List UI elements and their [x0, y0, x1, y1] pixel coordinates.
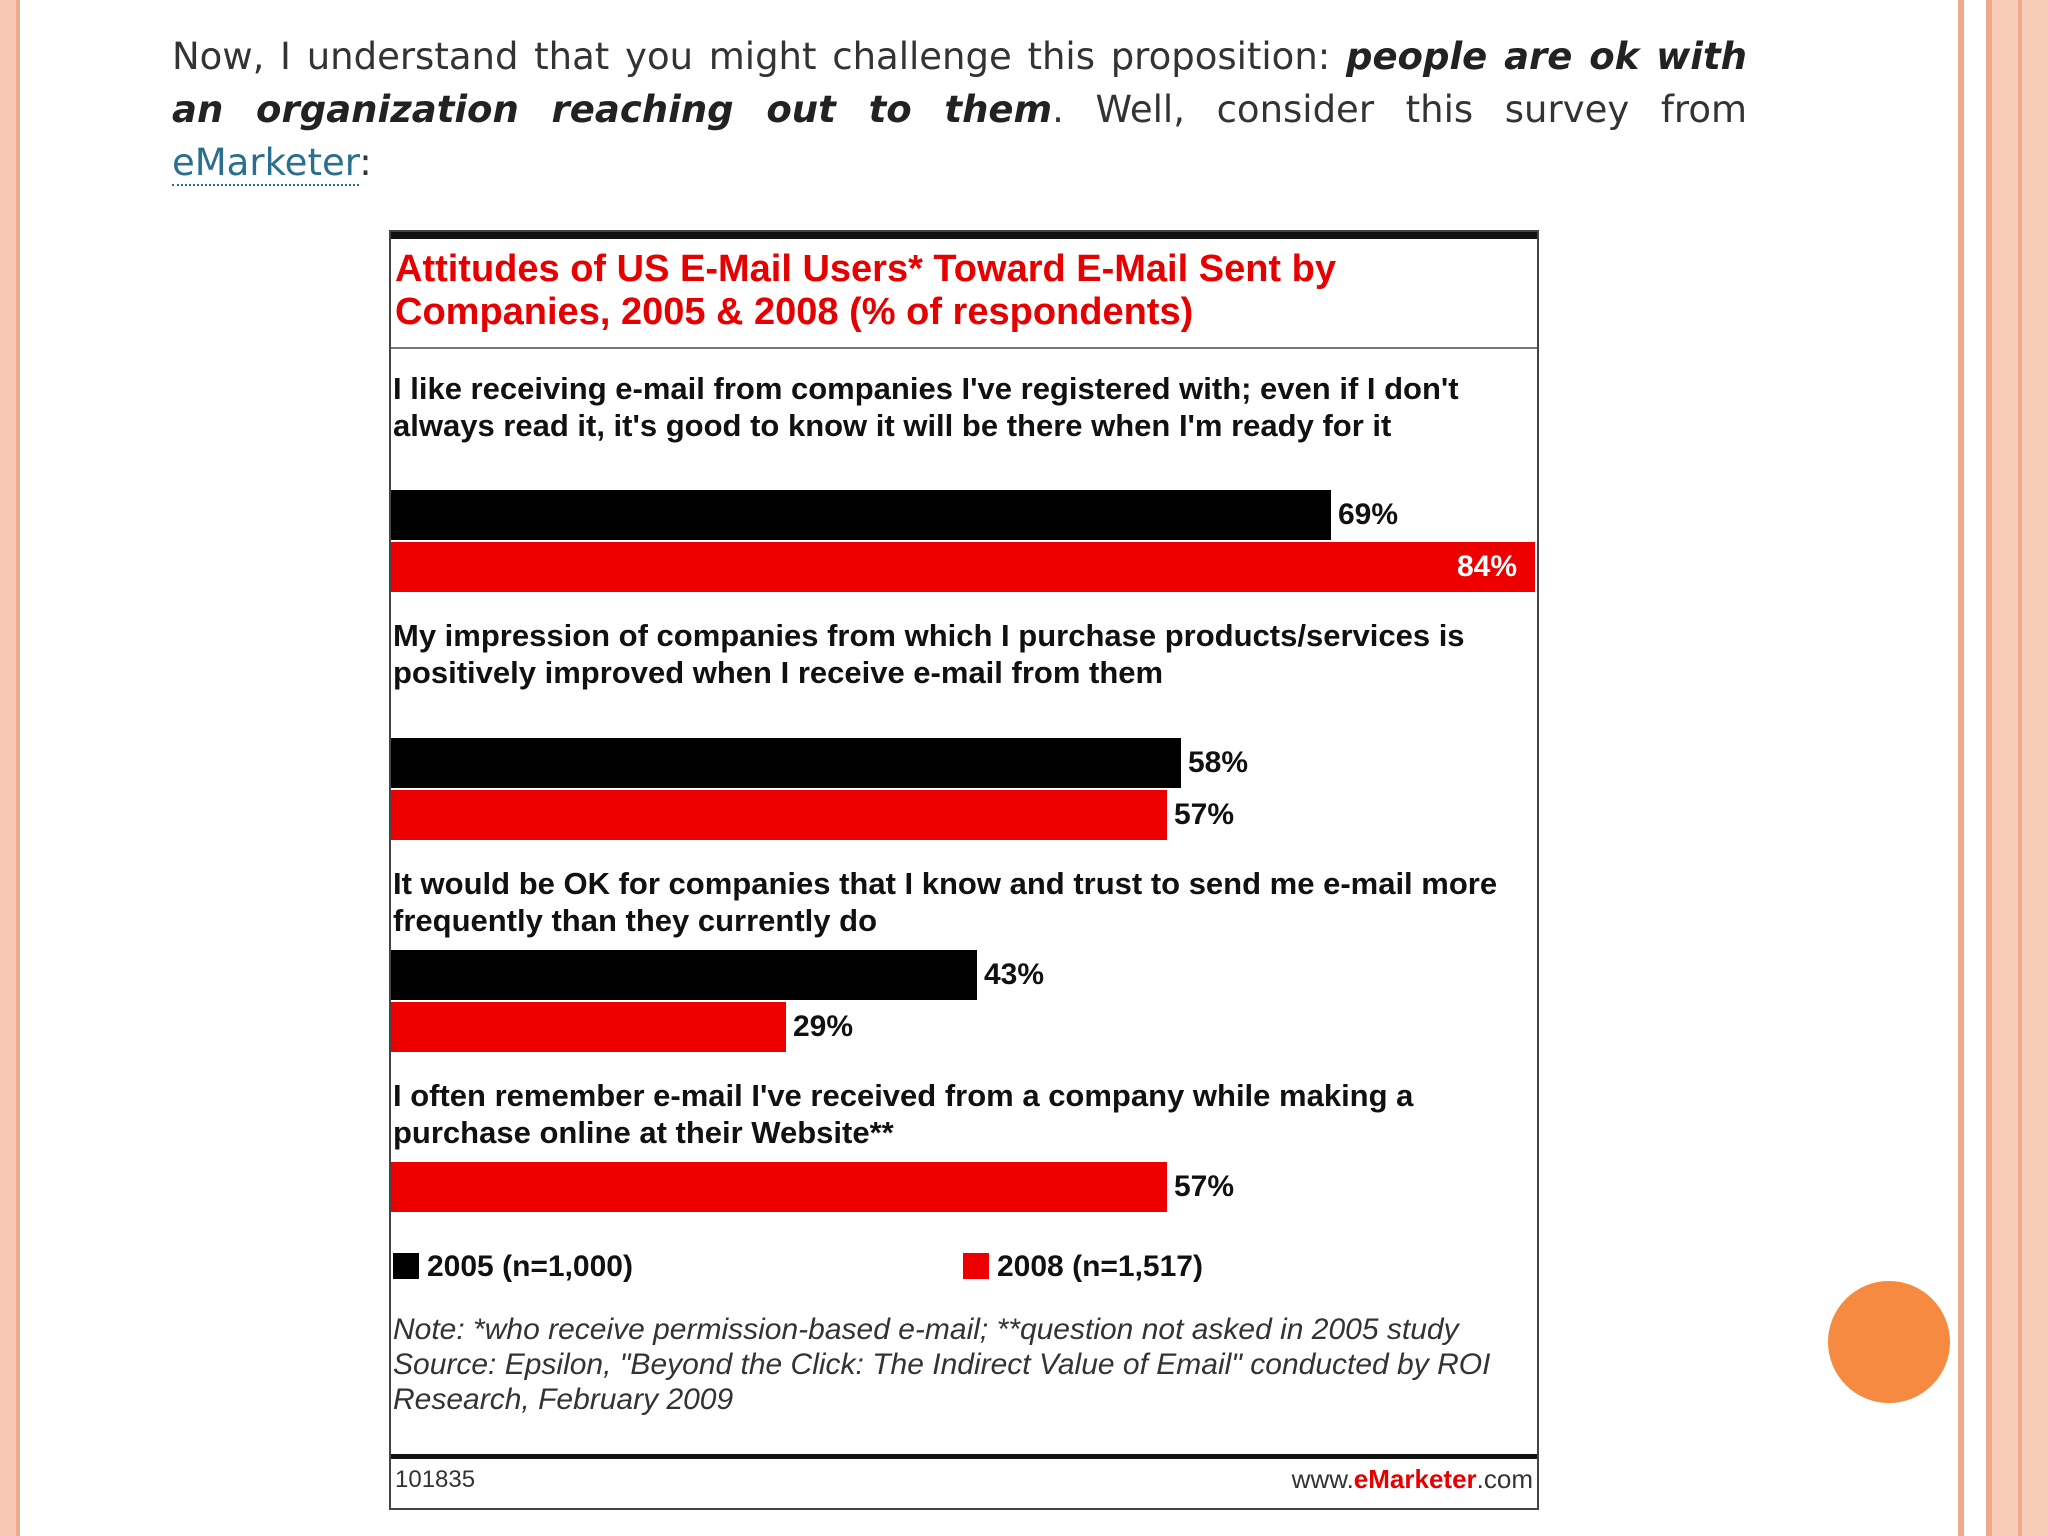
bar-value-label: 29%: [793, 1010, 854, 1043]
intro-paragraph: Now, I understand that you might challen…: [172, 30, 1747, 189]
orange-circle-decoration: [1828, 1281, 1950, 1403]
question-label: It would be OK for companies that I know…: [393, 866, 1498, 938]
chart-title: Attitudes of US E-Mail Users* Toward E-M…: [395, 248, 1336, 333]
bar-2005: [391, 950, 977, 1000]
bar-2008: [391, 1002, 786, 1052]
bar-value-label: 43%: [984, 958, 1045, 991]
left-border-line: [16, 0, 20, 1536]
intro-text-after: . Well, consider this survey from: [1052, 88, 1747, 131]
bar-value-label: 69%: [1338, 498, 1399, 531]
question-label: I like receiving e-mail from companies I…: [393, 371, 1459, 443]
bar-2008: [391, 1162, 1167, 1212]
legend-label-2008: 2008 (n=1,517): [997, 1250, 1203, 1283]
question-label: I often remember e-mail I've received fr…: [393, 1078, 1414, 1150]
legend-2008: 2008 (n=1,517): [963, 1247, 1203, 1287]
bar-2008: [391, 542, 1535, 592]
bar-value-label: 57%: [1174, 1170, 1235, 1203]
bar-value-label: 58%: [1188, 746, 1249, 779]
right-border: [1958, 0, 2048, 1536]
legend-swatch-2005: [393, 1253, 419, 1279]
site-suffix: .com: [1476, 1464, 1533, 1494]
legend-swatch-2008: [963, 1253, 989, 1279]
question-label: My impression of companies from which I …: [393, 618, 1465, 690]
chart-id: 101835: [395, 1466, 476, 1493]
chart-source: Source: Epsilon, "Beyond the Click: The …: [393, 1348, 1491, 1416]
bottom-divider: [391, 1454, 1537, 1459]
legend-2005: 2005 (n=1,000): [393, 1247, 633, 1287]
bar-value-label: 57%: [1174, 798, 1235, 831]
legend-label-2005: 2005 (n=1,000): [427, 1250, 633, 1283]
chart-notes: Note: *who receive permission-based e-ma…: [393, 1312, 1533, 1417]
bar-2005: [391, 490, 1331, 540]
intro-trailing: :: [359, 141, 372, 184]
title-divider: [391, 347, 1537, 349]
emarketer-link[interactable]: eMarketer: [172, 141, 360, 186]
left-border: [0, 0, 16, 1536]
intro-text-before: Now, I understand that you might challen…: [172, 35, 1346, 78]
site-prefix: www.: [1291, 1464, 1354, 1494]
bar-2005: [391, 738, 1181, 788]
chart-note: Note: *who receive permission-based e-ma…: [393, 1313, 1459, 1346]
bar-value-label: 84%: [1457, 550, 1518, 583]
chart-top-bar: [391, 232, 1537, 239]
site-credit: www.eMarketer.com: [1292, 1464, 1533, 1495]
site-brand: eMarketer: [1353, 1464, 1477, 1494]
survey-chart: Attitudes of US E-Mail Users* Toward E-M…: [389, 230, 1539, 1510]
intro-emphasis: people are ok with an organization reach…: [172, 35, 1747, 131]
bar-2008: [391, 790, 1167, 840]
